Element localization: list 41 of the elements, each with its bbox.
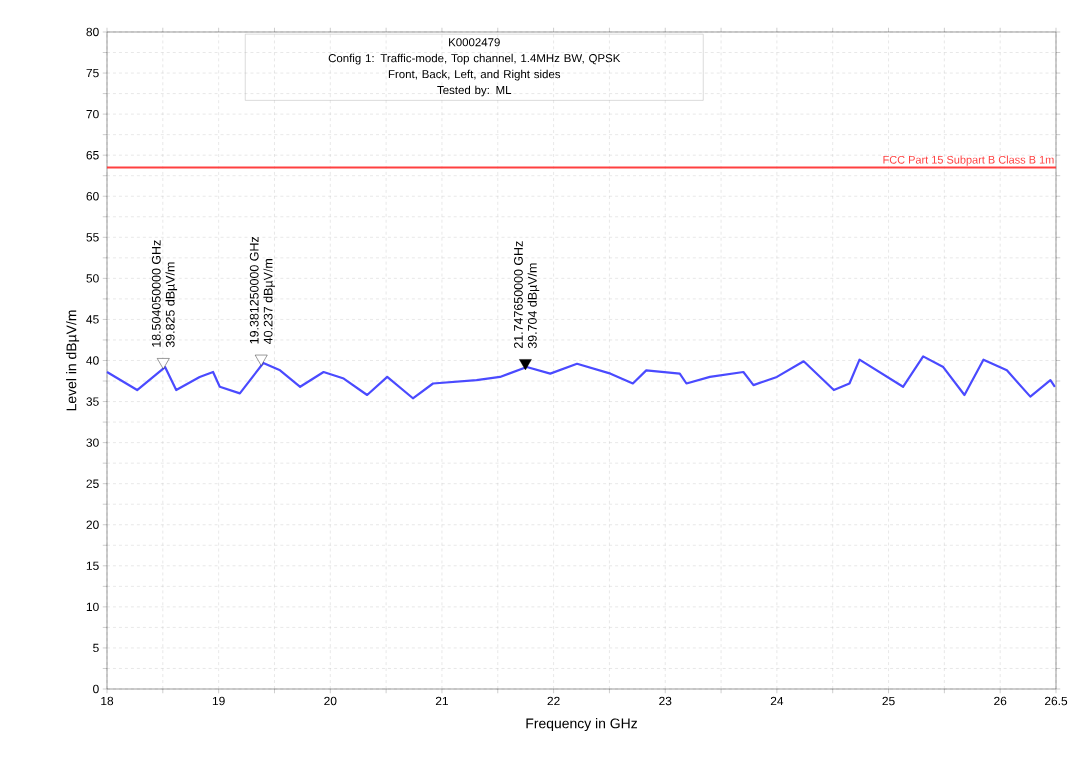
x-tick-label: 22 (547, 696, 560, 706)
y-tick-label: 70 (86, 109, 99, 119)
annotation: 40.237 dBµV/m (263, 259, 276, 345)
annotation: 39.825 dBµV/m (165, 262, 178, 348)
y-tick-label: 5 (93, 643, 99, 653)
y-tick-label: 60 (86, 192, 99, 201)
x-tick-label: 23 (659, 696, 672, 706)
x-tick-label: 25 (882, 696, 895, 706)
y-tick-label: 40 (86, 356, 99, 365)
annotation: 21.747650000 GHz (514, 241, 523, 349)
y-tick-label: 75 (86, 68, 99, 78)
annotation: Front, Back, Left, and Right sides (388, 69, 561, 81)
annotation: Tested by: ML (437, 85, 512, 97)
y-tick-label: 10 (86, 602, 99, 612)
line-series (105, 355, 1056, 400)
x-tick-label: 26 (994, 696, 1007, 706)
y-tick-label: 0 (93, 684, 99, 694)
y-tick-label: 35 (86, 397, 99, 406)
y-tick-label: 15 (86, 561, 99, 570)
x-tick-label: 26.5 (1044, 696, 1068, 706)
y-tick-label: 80 (86, 27, 99, 37)
y-tick-label: 30 (86, 438, 99, 447)
annotation: 18.504050000 GHz (151, 240, 161, 347)
x-axis-title: Frequency in GHz (526, 718, 637, 732)
x-tick-label: 24 (770, 696, 784, 706)
y-tick-label: 25 (86, 479, 99, 488)
annotation: 19.381250000 GHz (249, 236, 259, 344)
chart-title: K0002479 (449, 38, 500, 47)
text: Config 1: Traffic-mode, Top channel, 1.4MHz BW, QPSK (328, 53, 621, 65)
ref-line-label: FCC Part 15 Subpart B Class B 1m (883, 155, 1054, 166)
annotation: 39.704 dBµV/m (527, 263, 540, 349)
y-tick-label: 20 (86, 520, 99, 529)
y-axis-title: Level in dBµV/m (66, 310, 80, 411)
y-tick-label: 45 (86, 315, 99, 324)
x-tick-label: 20 (324, 696, 337, 706)
y-tick-label: 50 (86, 274, 99, 283)
x-tick-label: 19 (212, 696, 225, 706)
y-tick-label: 55 (86, 233, 99, 242)
y-tick-label: 65 (86, 150, 99, 160)
x-tick-label: 18 (101, 696, 114, 706)
x-tick-label: 21 (435, 696, 449, 706)
